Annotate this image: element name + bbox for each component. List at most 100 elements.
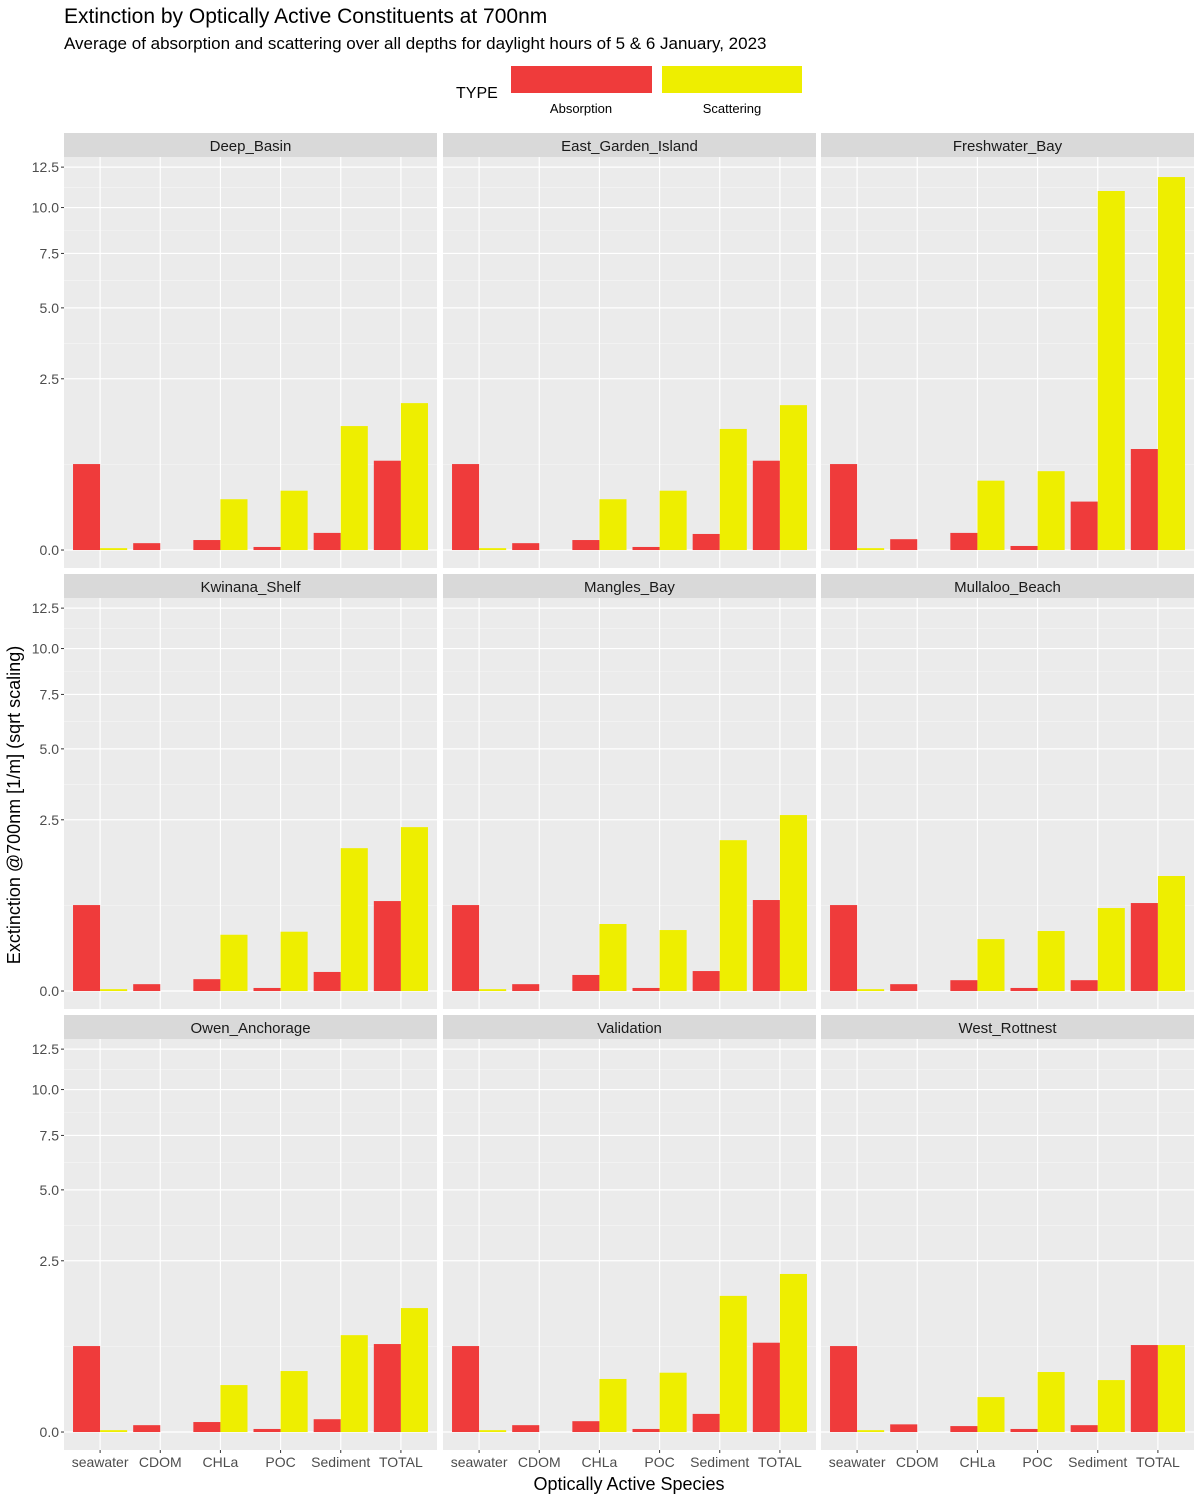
y-tick-label: 5.0 (40, 300, 60, 316)
bar-absorption (752, 900, 780, 992)
bar-absorption (830, 905, 858, 992)
y-axis-label: Exctinction @700nm [1/m] (sqrt scaling) (4, 646, 24, 964)
bar-scattering (659, 1372, 687, 1433)
bar-absorption (572, 974, 600, 992)
bar-absorption (632, 1428, 660, 1433)
bar-scattering (659, 490, 687, 551)
facet-label: Validation (597, 1020, 662, 1037)
bar-scattering (220, 934, 248, 992)
bar-absorption (950, 1426, 978, 1433)
x-tick-label: TOTAL (758, 1454, 802, 1470)
bar-absorption (313, 971, 341, 992)
y-tick-label: 10.0 (32, 200, 59, 216)
bar-scattering (400, 403, 428, 551)
facet-strip (821, 133, 1194, 157)
bar-absorption (950, 532, 978, 551)
bar-scattering (1157, 875, 1185, 992)
bar-scattering (599, 1378, 627, 1433)
y-tick-label: 2.5 (40, 1253, 60, 1269)
x-tick-label: TOTAL (379, 1454, 423, 1470)
chart-subtitle: Average of absorption and scattering ove… (64, 34, 766, 53)
bar-scattering (599, 923, 627, 992)
facet-label: East_Garden_Island (561, 138, 698, 155)
x-tick-label: POC (644, 1454, 674, 1470)
bar-scattering (977, 480, 1005, 551)
bar-absorption (1010, 1428, 1038, 1433)
bar-scattering (1157, 177, 1185, 551)
bar-absorption (1010, 545, 1038, 551)
bar-absorption (830, 1346, 858, 1433)
bar-absorption (890, 1424, 918, 1433)
bar-absorption (373, 460, 401, 551)
bar-absorption (1070, 980, 1098, 992)
y-tick-label: 7.5 (40, 686, 60, 702)
facet-label: Kwinana_Shelf (200, 579, 301, 596)
bar-absorption (752, 1342, 780, 1433)
bar-scattering (340, 848, 368, 992)
bar-scattering (340, 426, 368, 551)
x-tick-label: seawater (829, 1454, 886, 1470)
bar-absorption (692, 533, 720, 551)
facet-label: Owen_Anchorage (190, 1020, 310, 1037)
x-axis-label: Optically Active Species (533, 1474, 724, 1494)
bar-absorption (193, 1422, 221, 1433)
bar-absorption (890, 984, 918, 992)
bar-scattering (1037, 1372, 1065, 1433)
legend-title: TYPE (456, 85, 498, 102)
bar-absorption (73, 1346, 101, 1433)
bar-scattering (1097, 190, 1125, 551)
x-tick-label: seawater (72, 1454, 129, 1470)
y-tick-label: 2.5 (40, 812, 60, 828)
x-tick-label: Sediment (311, 1454, 370, 1470)
bar-absorption (133, 1425, 161, 1433)
bar-scattering (220, 1385, 248, 1433)
bar-absorption (1130, 903, 1158, 992)
bar-scattering (100, 548, 128, 551)
facet-strip (64, 1015, 437, 1039)
bar-absorption (452, 905, 480, 992)
bar-absorption (253, 987, 281, 992)
bar-absorption (193, 979, 221, 992)
bar-scattering (857, 548, 885, 551)
y-tick-label: 5.0 (40, 741, 60, 757)
bar-absorption (253, 1428, 281, 1433)
bar-scattering (659, 930, 687, 992)
bar-absorption (572, 1421, 600, 1433)
x-tick-label: TOTAL (1136, 1454, 1180, 1470)
facet-strip (64, 574, 437, 598)
bar-scattering (479, 548, 507, 551)
bar-scattering (280, 1371, 308, 1433)
bar-absorption (572, 540, 600, 551)
y-tick-label: 0.0 (40, 542, 60, 558)
facet-label: Deep_Basin (210, 138, 292, 155)
bar-scattering (719, 840, 747, 992)
bar-absorption (373, 1344, 401, 1433)
bar-absorption (1070, 501, 1098, 551)
x-tick-label: CHLa (960, 1454, 996, 1470)
legend-label-absorption: Absorption (550, 101, 612, 116)
bar-scattering (400, 827, 428, 992)
bar-absorption (373, 901, 401, 992)
bar-absorption (133, 543, 161, 551)
bar-absorption (1130, 1345, 1158, 1433)
facet-label: Mullaloo_Beach (954, 579, 1061, 596)
bar-scattering (1037, 931, 1065, 992)
facet-strip (821, 1015, 1194, 1039)
bar-absorption (512, 543, 540, 551)
bar-absorption (632, 987, 660, 992)
x-tick-label: CDOM (896, 1454, 939, 1470)
x-tick-label: CHLa (203, 1454, 239, 1470)
bar-scattering (100, 989, 128, 992)
bar-absorption (692, 971, 720, 992)
x-tick-label: POC (1022, 1454, 1052, 1470)
y-tick-label: 10.0 (32, 641, 59, 657)
bar-absorption (452, 464, 480, 551)
bar-absorption (253, 546, 281, 551)
bar-scattering (100, 1430, 128, 1433)
x-tick-label: seawater (451, 1454, 508, 1470)
facet-strip (443, 133, 816, 157)
facet-label: West_Rottnest (958, 1020, 1057, 1037)
bar-absorption (1130, 449, 1158, 551)
